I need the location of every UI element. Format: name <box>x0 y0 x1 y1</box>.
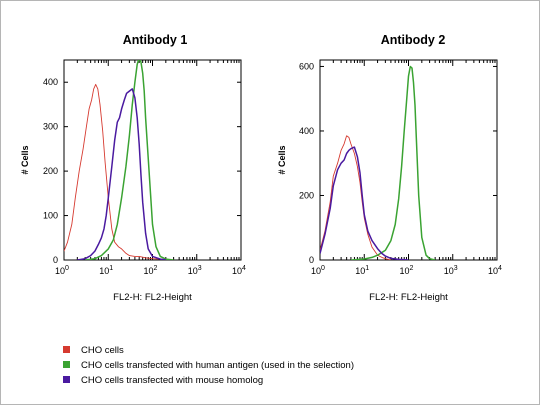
y-tick-label: 200 <box>43 166 58 176</box>
y-tick-label: 0 <box>309 255 314 265</box>
y-tick-label: 100 <box>43 211 58 221</box>
y-tick-label: 600 <box>299 61 314 71</box>
y-axis-label: # Cells <box>20 145 30 174</box>
y-tick-label: 0 <box>53 255 58 265</box>
legend-label: CHO cells <box>81 345 124 356</box>
x-tick-label: 100 <box>55 265 69 276</box>
histogram-line-cho-cells <box>64 83 174 260</box>
legend-label: CHO cells transfected with human antigen… <box>81 360 354 371</box>
plot-frame <box>63 59 242 261</box>
x-axis-label: FL2-H: FL2-Height <box>369 292 448 303</box>
histogram-line-mouse-homolog <box>77 88 166 260</box>
x-tick-label: 104 <box>488 265 502 276</box>
x-axis-label: FL2-H: FL2-Height <box>113 292 192 303</box>
histogram-line-mouse-homolog <box>320 146 409 260</box>
histogram-line-human-antigen <box>85 60 174 260</box>
x-tick-label: 102 <box>144 265 158 276</box>
chart-panel-2: Antibody 2 0 200 400 600 100 101 102 103 104 FL2-H… <box>277 33 502 303</box>
y-axis-label: # Cells <box>277 145 287 174</box>
legend-label: CHO cells transfected with mouse homolog <box>81 375 263 386</box>
y-tick-label: 400 <box>43 77 58 87</box>
x-tick-label: 103 <box>444 265 458 276</box>
y-tick-label: 300 <box>43 122 58 132</box>
histogram-line-human-antigen <box>350 65 436 260</box>
y-tick-label: 400 <box>299 126 314 136</box>
legend: CHO cells CHO cells transfected with huma… <box>63 345 354 386</box>
x-tick-label: 103 <box>188 265 202 276</box>
chart-title: Antibody 1 <box>123 33 188 47</box>
legend-swatch <box>63 361 70 368</box>
x-tick-label: 104 <box>232 265 246 276</box>
legend-swatch <box>63 346 70 353</box>
plot-frame <box>319 59 498 261</box>
chart-title: Antibody 2 <box>381 33 446 47</box>
legend-swatch <box>63 376 70 383</box>
x-tick-label: 101 <box>355 265 369 276</box>
y-tick-label: 200 <box>299 190 314 200</box>
x-tick-label: 102 <box>400 265 414 276</box>
histogram-line-cho-cells <box>320 135 392 260</box>
x-tick-label: 101 <box>99 265 113 276</box>
x-tick-label: 100 <box>311 265 325 276</box>
